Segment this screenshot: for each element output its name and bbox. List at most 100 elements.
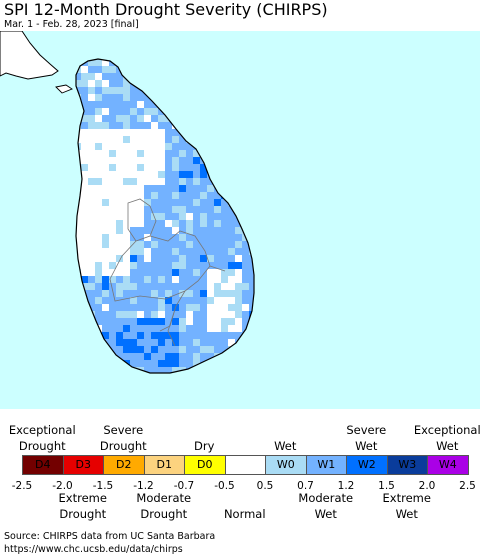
spi-cell xyxy=(228,234,235,241)
spi-cell xyxy=(207,227,214,234)
spi-cell xyxy=(158,234,165,241)
spi-cell xyxy=(144,206,151,213)
spi-cell xyxy=(179,332,186,339)
spi-cell xyxy=(207,220,214,227)
spi-cell xyxy=(144,297,151,304)
spi-cell xyxy=(165,367,172,373)
spi-cell xyxy=(158,220,165,227)
spi-cell xyxy=(214,241,221,248)
spi-cell xyxy=(116,325,123,332)
spi-cell xyxy=(165,122,172,129)
spi-cell xyxy=(172,220,179,227)
spi-cell xyxy=(144,353,151,360)
spi-cell xyxy=(165,360,172,367)
spi-cell xyxy=(165,269,172,276)
spi-cell xyxy=(137,276,144,283)
spi-cell xyxy=(151,248,158,255)
spi-cell xyxy=(228,241,235,248)
spi-cell xyxy=(214,192,221,199)
spi-cell xyxy=(193,171,200,178)
spi-cell xyxy=(144,94,151,101)
legend-tick: 1.2 xyxy=(337,480,355,492)
spi-cell xyxy=(165,164,172,171)
spi-cell xyxy=(172,199,179,206)
spi-cell xyxy=(242,262,249,269)
spi-cell xyxy=(151,360,158,367)
spi-cell xyxy=(172,346,179,353)
spi-cell xyxy=(137,150,144,157)
spi-cell xyxy=(179,150,186,157)
spi-cell xyxy=(123,101,130,108)
spi-cell xyxy=(165,332,172,339)
spi-cell xyxy=(165,255,172,262)
spi-cell xyxy=(151,185,158,192)
spi-cell xyxy=(200,213,207,220)
spi-cell xyxy=(95,122,102,129)
spi-cell xyxy=(200,269,207,276)
spi-cell xyxy=(109,283,116,290)
spi-cell xyxy=(158,227,165,234)
spi-cell xyxy=(200,262,207,269)
spi-cell xyxy=(214,227,221,234)
legend-label: Exceptional Wet xyxy=(413,423,480,453)
spi-cell xyxy=(130,94,137,101)
spi-cell xyxy=(102,297,109,304)
spi-cell xyxy=(151,115,158,122)
spi-cell xyxy=(130,304,137,311)
spi-cell xyxy=(130,87,137,94)
spi-cell xyxy=(165,227,172,234)
spi-cell xyxy=(109,304,116,311)
spi-cell xyxy=(151,262,158,269)
spi-cell xyxy=(116,283,123,290)
spi-cell xyxy=(137,122,144,129)
spi-cell xyxy=(242,290,249,297)
spi-cell xyxy=(172,297,179,304)
spi-cell xyxy=(165,283,172,290)
spi-cell xyxy=(95,297,102,304)
spi-cell xyxy=(193,353,200,360)
spi-cell xyxy=(207,255,214,262)
spi-cell xyxy=(186,199,193,206)
spi-cell xyxy=(95,283,102,290)
spi-cell xyxy=(172,213,179,220)
spi-cell xyxy=(137,353,144,360)
spi-cell xyxy=(214,206,221,213)
spi-cell xyxy=(123,108,130,115)
spi-cell xyxy=(144,276,151,283)
spi-cell xyxy=(179,346,186,353)
spi-cell xyxy=(165,129,172,136)
spi-cell xyxy=(158,269,165,276)
spi-cell xyxy=(158,367,165,373)
spi-cell xyxy=(214,199,221,206)
legend-label: Severe Wet xyxy=(346,423,387,453)
spi-cell xyxy=(186,297,193,304)
spi-cell xyxy=(116,80,123,87)
spi-cell xyxy=(200,304,207,311)
spi-cell xyxy=(221,262,228,269)
drought-map xyxy=(0,31,480,409)
spi-cell xyxy=(228,213,235,220)
spi-cell xyxy=(193,360,200,367)
spi-cell xyxy=(123,311,130,318)
spi-cell xyxy=(102,66,109,73)
spi-cell xyxy=(186,206,193,213)
spi-cell xyxy=(165,290,172,297)
spi-cell xyxy=(123,178,130,185)
spi-cell xyxy=(130,262,137,269)
spi-cell xyxy=(144,332,151,339)
spi-cell xyxy=(158,290,165,297)
spi-cell xyxy=(200,332,207,339)
spi-cell xyxy=(102,122,109,129)
spi-cell xyxy=(165,206,172,213)
spi-cell xyxy=(235,220,242,227)
spi-cell xyxy=(81,115,88,122)
spi-cell xyxy=(200,164,207,171)
spi-cell xyxy=(172,290,179,297)
legend-swatch-d1: D1 xyxy=(143,455,185,475)
spi-cell xyxy=(172,136,179,143)
spi-cell xyxy=(228,332,235,339)
spi-cell xyxy=(151,192,158,199)
spi-cell xyxy=(130,290,137,297)
spi-cell xyxy=(158,255,165,262)
spi-cell xyxy=(137,283,144,290)
